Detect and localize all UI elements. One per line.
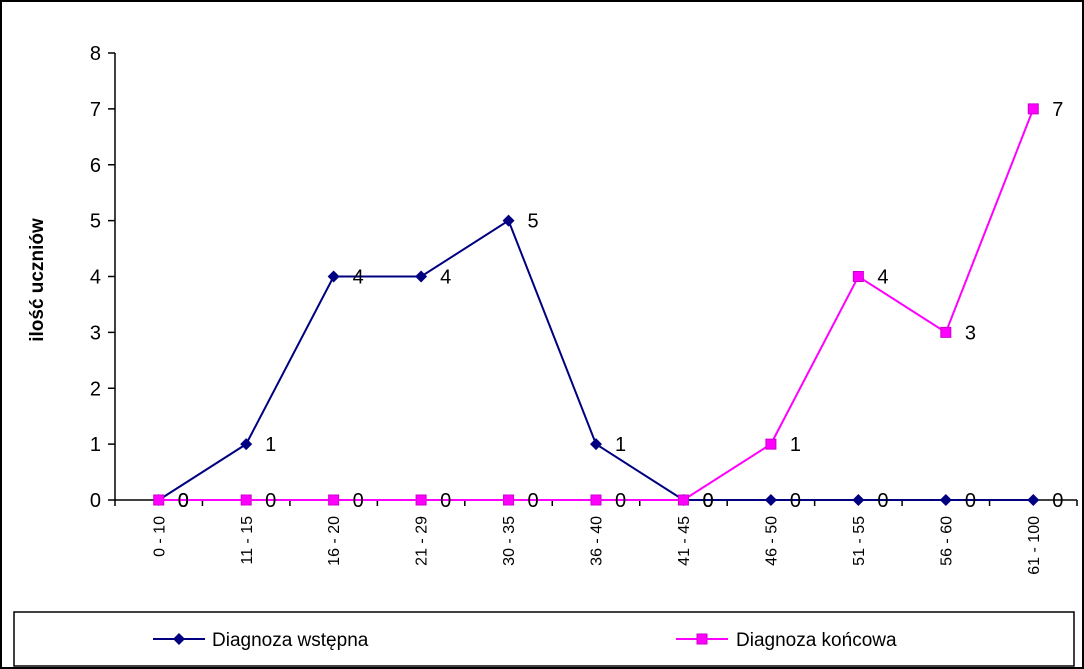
y-tick-label: 6 [90, 155, 101, 177]
series-2-data-label: 0 [615, 490, 626, 512]
series-1-data-label: 0 [877, 490, 888, 512]
x-tick-label: 46 - 50 [764, 516, 781, 566]
x-tick-label: 51 - 55 [851, 516, 868, 566]
plot-area: 0 1 2 3 4 5 6 7 8 0 - 10 11 - 15 16 - 20 21 - 29 30 -… [90, 43, 1078, 575]
series-2-point [590, 494, 602, 506]
series-2-data-label: 0 [265, 490, 276, 512]
series-2-point [852, 271, 864, 282]
series-2-point [415, 494, 427, 506]
x-tick-label: 30 - 35 [501, 516, 518, 566]
series-2-point [1027, 103, 1039, 115]
series-1-point [939, 494, 952, 506]
series-2-point [765, 438, 777, 450]
legend: Diagnoza wstępna Diagnoza końcowa [13, 611, 1075, 667]
legend-label-series-1: Diagnoza wstępna [212, 630, 369, 651]
series-1-point [415, 270, 428, 283]
x-tick-label: 16 - 20 [326, 516, 343, 566]
series-2-data-label: 0 [353, 490, 364, 512]
series-2-data-label: 3 [965, 322, 976, 344]
series-2-point [328, 494, 340, 506]
y-tick-label: 1 [90, 434, 101, 456]
series-1-point [764, 494, 777, 506]
x-tick-label: 11 - 15 [239, 516, 256, 565]
y-tick-label: 8 [90, 43, 101, 65]
x-tick-label: 21 - 29 [414, 516, 431, 566]
series-1-point [852, 494, 865, 506]
x-tick-label: 0 - 10 [151, 516, 168, 557]
series-1-data-label: 0 [702, 490, 713, 512]
y-tick-label: 7 [90, 99, 101, 121]
x-tick-label: 36 - 40 [589, 516, 606, 566]
legend-marker-series-2 [696, 633, 708, 645]
series-1-point [502, 214, 515, 227]
series-1-point [1027, 494, 1040, 506]
series-1-data-label: 0 [790, 490, 801, 512]
legend-marker-series-1 [173, 633, 185, 645]
series-1-point [327, 270, 340, 283]
series-1-point [240, 438, 253, 451]
y-tick-label: 4 [90, 267, 101, 289]
series-2-point [153, 494, 165, 506]
y-tick-label: 5 [90, 211, 101, 233]
series-2-data-label: 0 [702, 490, 713, 512]
series-2-data-label: 1 [790, 434, 801, 456]
series-2-point [940, 326, 952, 338]
series-1-data-label: 1 [615, 434, 626, 456]
series-2-data-label: 0 [178, 490, 189, 512]
x-tick-label: 41 - 45 [676, 516, 693, 566]
y-tick-label: 2 [90, 378, 101, 400]
x-tick-label: 61 - 100 [1026, 516, 1043, 575]
series-2-data-label: 0 [528, 490, 539, 512]
series-2-data-label: 7 [1052, 99, 1063, 121]
series-1-data-label: 0 [965, 490, 976, 512]
series-2-data-label: 0 [440, 490, 451, 512]
series-1-data-label: 1 [265, 434, 276, 456]
x-tick-label: 56 - 60 [938, 516, 955, 566]
series-1-data-label: 4 [440, 267, 451, 289]
series-2-point [503, 494, 515, 506]
series-2-point [240, 494, 252, 506]
y-axis-title: ilość uczniów [27, 218, 48, 342]
series-2-point [677, 494, 689, 506]
legend-label-series-2: Diagnoza końcowa [736, 630, 897, 651]
y-tick-label: 3 [90, 322, 101, 344]
series-1-data-label: 4 [353, 267, 364, 289]
series-1-data-label: 0 [1052, 490, 1063, 512]
series-1-point [590, 438, 602, 451]
series-1-data-label: 5 [528, 211, 539, 233]
y-tick-label: 0 [90, 490, 101, 512]
series-2-data-label: 4 [877, 267, 888, 289]
